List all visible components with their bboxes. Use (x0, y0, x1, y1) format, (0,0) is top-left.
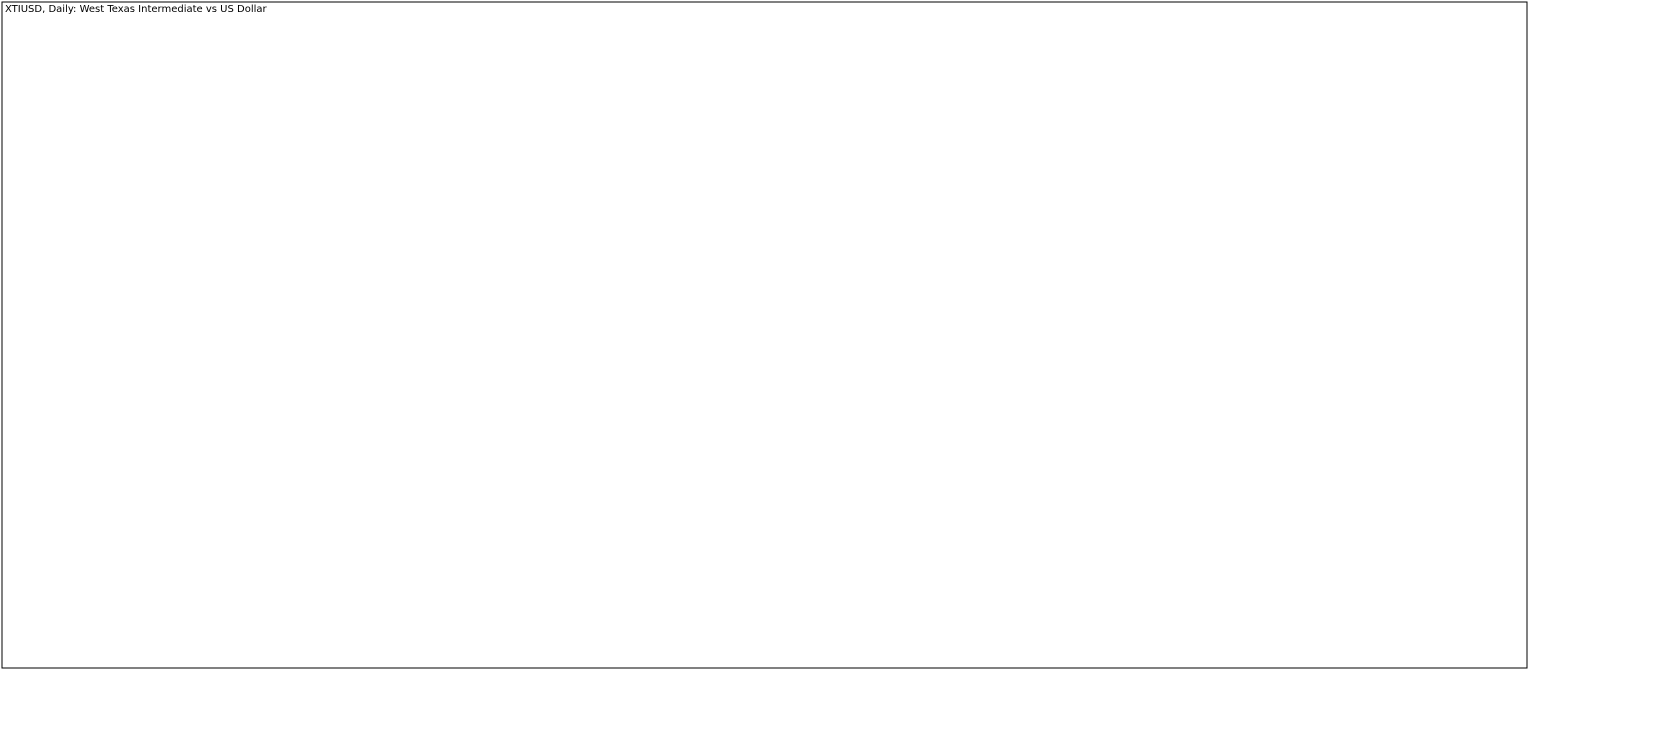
plot-frame (1, 1, 1528, 669)
chart-title: XTIUSD, Daily: West Texas Intermediate v… (5, 4, 268, 15)
title-background (3, 3, 243, 16)
